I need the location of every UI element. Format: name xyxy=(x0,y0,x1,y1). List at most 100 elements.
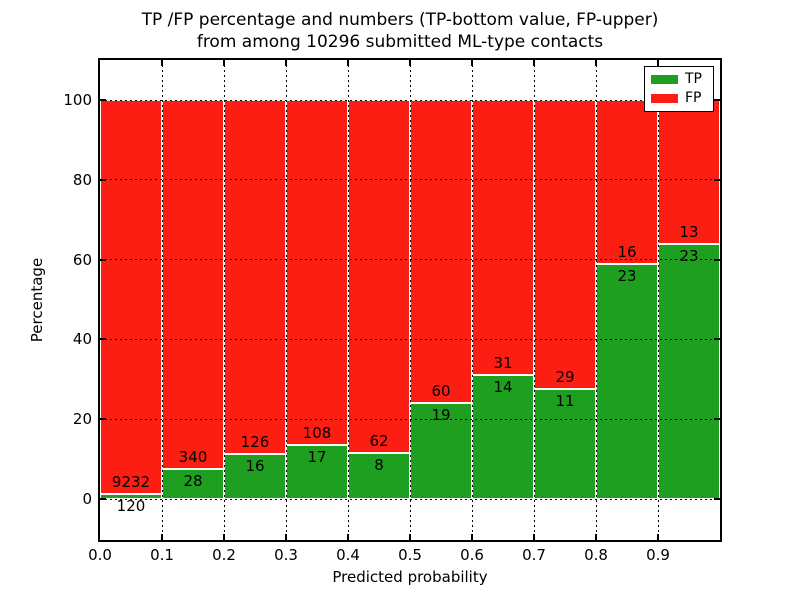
bar-segment-tp xyxy=(286,444,348,499)
horizontal-gridline xyxy=(100,498,720,500)
tp-count-label: 14 xyxy=(493,377,513,396)
tp-count-label: 19 xyxy=(431,406,451,425)
legend-label-fp: FP xyxy=(685,90,702,106)
x-tick-label: 0.2 xyxy=(212,546,236,564)
y-tick-mark xyxy=(100,338,106,341)
bar-segment-fp xyxy=(534,100,596,390)
x-tick-mark xyxy=(285,534,287,540)
tp-count-label: 23 xyxy=(617,266,637,285)
x-tick-mark xyxy=(409,534,411,540)
x-tick-label: 0.6 xyxy=(460,546,484,564)
y-tick-mark xyxy=(714,258,720,261)
bar-segment-fp xyxy=(286,100,348,445)
tp-count-label: 8 xyxy=(374,456,384,475)
bar-segment-fp xyxy=(410,100,472,404)
x-tick-label: 0.1 xyxy=(150,546,174,564)
vertical-gridline xyxy=(471,60,473,540)
tp-count-label: 17 xyxy=(307,447,327,466)
x-tick-mark xyxy=(285,60,287,66)
fp-count-label: 62 xyxy=(369,432,389,451)
x-tick-mark xyxy=(347,60,349,66)
vertical-gridline xyxy=(161,60,163,540)
bar-segment-tp xyxy=(162,468,224,499)
tp-count-label: 23 xyxy=(679,247,699,266)
fp-count-label: 108 xyxy=(302,423,332,442)
x-tick-label: 0.3 xyxy=(274,546,298,564)
y-tick-mark xyxy=(100,178,106,181)
x-tick-mark xyxy=(471,60,473,66)
bar-segment-fp xyxy=(348,100,410,454)
vertical-gridline xyxy=(347,60,349,540)
legend-row-fp: FP xyxy=(645,89,713,108)
y-tick-label: 100 xyxy=(63,91,92,109)
bar-segment-tp xyxy=(534,389,596,499)
chart-title: TP /FP percentage and numbers (TP-bottom… xyxy=(0,9,800,53)
y-tick-mark xyxy=(100,498,106,500)
horizontal-gridline xyxy=(100,99,720,101)
fp-count-label: 340 xyxy=(178,447,208,466)
fp-swatch-icon xyxy=(651,94,678,103)
x-tick-mark xyxy=(161,60,163,66)
x-tick-mark xyxy=(533,534,535,540)
tp-count-label: 16 xyxy=(245,457,265,476)
horizontal-gridline xyxy=(100,418,720,420)
y-tick-mark xyxy=(100,99,106,101)
x-tick-mark xyxy=(657,534,659,540)
horizontal-gridline xyxy=(100,259,720,261)
x-tick-label: 0.5 xyxy=(398,546,422,564)
x-tick-mark xyxy=(409,60,411,66)
tp-count-label: 28 xyxy=(183,471,203,490)
chart-title-line2: from among 10296 submitted ML-type conta… xyxy=(196,32,604,52)
x-tick-mark xyxy=(595,60,597,66)
x-tick-label: 0.0 xyxy=(88,546,112,564)
grid-layer xyxy=(100,60,720,540)
legend: TP FP xyxy=(644,66,714,112)
legend-row-tp: TP xyxy=(645,70,713,89)
x-tick-label: 0.8 xyxy=(584,546,608,564)
y-tick-mark xyxy=(714,99,720,101)
x-tick-mark xyxy=(471,534,473,540)
bar-segment-fp xyxy=(658,100,720,245)
bars-layer xyxy=(100,60,720,540)
y-tick-label: 80 xyxy=(72,170,92,189)
plot-area: 9232 120 340 28 126 16 108 17 62 8 60 19 31 14 29 11 16 2… xyxy=(28,58,722,586)
annotations-layer: 9232 120 340 28 126 16 108 17 62 8 60 19 31 14 29 11 16 2… xyxy=(100,60,720,540)
tp-swatch-icon xyxy=(651,75,678,84)
bar-segment-fp xyxy=(472,100,534,375)
fp-count-label: 31 xyxy=(493,353,513,372)
tp-count-label: 11 xyxy=(555,392,575,411)
y-tick-mark xyxy=(100,258,106,261)
fp-count-label: 126 xyxy=(240,433,270,452)
x-tick-label: 0.4 xyxy=(336,546,360,564)
x-tick-mark xyxy=(595,534,597,540)
fp-count-label: 29 xyxy=(555,368,575,387)
bar-segment-tp xyxy=(472,374,534,499)
vertical-gridline xyxy=(657,60,659,540)
y-tick-mark xyxy=(714,338,720,341)
chart-title-line1: TP /FP percentage and numbers (TP-bottom… xyxy=(141,10,659,30)
vertical-gridline xyxy=(285,60,287,540)
fp-count-label: 13 xyxy=(679,223,699,242)
bar-segment-tp xyxy=(348,453,410,499)
y-tick-mark xyxy=(100,418,106,421)
x-tick-mark xyxy=(223,534,225,540)
y-tick-mark xyxy=(714,418,720,421)
x-axis-label: Predicted probability xyxy=(332,568,488,586)
x-tick-label: 0.7 xyxy=(522,546,546,564)
horizontal-gridline xyxy=(100,179,720,181)
vertical-gridline xyxy=(223,60,225,540)
ticks-layer xyxy=(100,60,720,540)
y-tick-label: 60 xyxy=(72,250,92,269)
y-tick-mark xyxy=(714,178,720,181)
y-tick-mark xyxy=(714,498,720,500)
fp-count-label: 9232 xyxy=(111,472,151,491)
x-tick-label: 0.9 xyxy=(646,546,670,564)
x-tick-mark xyxy=(161,534,163,540)
vertical-gridline xyxy=(595,60,597,540)
y-axis-label: Percentage xyxy=(28,257,46,343)
legend-label-tp: TP xyxy=(685,71,702,87)
x-tick-mark xyxy=(223,60,225,66)
y-tick-label: 20 xyxy=(72,410,92,429)
fp-count-label: 16 xyxy=(617,242,637,261)
